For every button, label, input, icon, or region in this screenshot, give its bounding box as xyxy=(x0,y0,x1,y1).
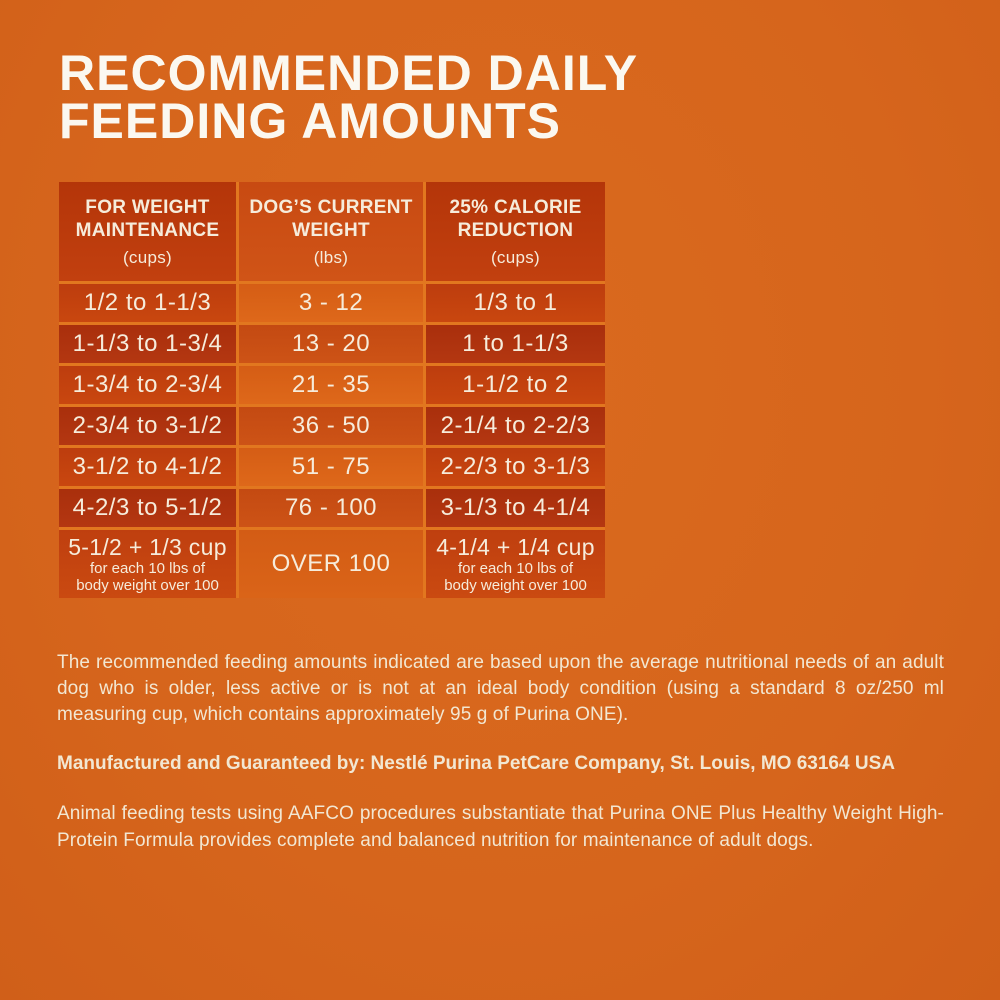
cell-reduction: 2-1/4 to 2-2/3 xyxy=(426,407,605,445)
header-current-weight: DOG’S CURRENT WEIGHT (lbs) xyxy=(239,182,423,281)
header-unit: (lbs) xyxy=(313,247,349,267)
feeding-amounts-table: FOR WEIGHT MAINTENANCE (cups) DOG’S CURR… xyxy=(59,182,605,598)
cell-weight: 13 - 20 xyxy=(239,325,423,363)
cell-reduction: 1-1/2 to 2 xyxy=(426,366,605,404)
table-row: 3-1/2 to 4-1/2 51 - 75 2-2/3 to 3-1/3 xyxy=(59,448,605,486)
cell-weight: 51 - 75 xyxy=(239,448,423,486)
cell-weight: OVER 100 xyxy=(239,530,423,598)
cell-reduction: 1/3 to 1 xyxy=(426,284,605,322)
cell-maintenance: 4-2/3 to 5-1/2 xyxy=(59,489,236,527)
header-unit: (cups) xyxy=(490,247,541,267)
cell-weight: 3 - 12 xyxy=(239,284,423,322)
aafco-statement-paragraph: Animal feeding tests using AAFCO procedu… xyxy=(57,803,944,851)
page-title: RECOMMENDED DAILY FEEDING AMOUNTS xyxy=(59,45,639,149)
header-label: 25% CALORIE REDUCTION xyxy=(449,196,582,241)
table-row: 1-3/4 to 2-3/4 21 - 35 1-1/2 to 2 xyxy=(59,366,605,404)
table-header-row: FOR WEIGHT MAINTENANCE (cups) DOG’S CURR… xyxy=(59,182,605,281)
table-row-over-100: 5-1/2 + 1/3 cup for each 10 lbs of body … xyxy=(59,530,605,598)
table-row: 4-2/3 to 5-1/2 76 - 100 3-1/3 to 4-1/4 xyxy=(59,489,605,527)
header-label: FOR WEIGHT MAINTENANCE xyxy=(75,196,220,241)
cell-weight: 76 - 100 xyxy=(239,489,423,527)
header-weight-maintenance: FOR WEIGHT MAINTENANCE (cups) xyxy=(59,182,236,281)
cell-weight: 36 - 50 xyxy=(239,407,423,445)
table-row: 2-3/4 to 3-1/2 36 - 50 2-1/4 to 2-2/3 xyxy=(59,407,605,445)
cell-maintenance: 2-3/4 to 3-1/2 xyxy=(59,407,236,445)
table-row: 1/2 to 1-1/3 3 - 12 1/3 to 1 xyxy=(59,284,605,322)
header-label: DOG’S CURRENT WEIGHT xyxy=(249,196,413,241)
cell-maintenance: 5-1/2 + 1/3 cup for each 10 lbs of body … xyxy=(59,530,236,598)
cell-maintenance: 1/2 to 1-1/3 xyxy=(59,284,236,322)
table-row: 1-1/3 to 1-3/4 13 - 20 1 to 1-1/3 xyxy=(59,325,605,363)
cell-weight: 21 - 35 xyxy=(239,366,423,404)
cell-maintenance-note: for each 10 lbs of body weight over 100 xyxy=(76,560,219,594)
cell-reduction: 3-1/3 to 4-1/4 xyxy=(426,489,605,527)
header-calorie-reduction: 25% CALORIE REDUCTION (cups) xyxy=(426,182,605,281)
cell-reduction-note: for each 10 lbs of body weight over 100 xyxy=(444,560,587,594)
cell-reduction: 4-1/4 + 1/4 cup for each 10 lbs of body … xyxy=(426,530,605,598)
cell-maintenance-amount: 5-1/2 + 1/3 cup xyxy=(68,534,227,560)
cell-maintenance: 1-1/3 to 1-3/4 xyxy=(59,325,236,363)
cell-maintenance: 1-3/4 to 2-3/4 xyxy=(59,366,236,404)
feeding-note-paragraph: The recommended feeding amounts indicate… xyxy=(57,652,944,725)
header-unit: (cups) xyxy=(122,247,173,267)
cell-reduction-amount: 4-1/4 + 1/4 cup xyxy=(436,534,595,560)
manufacturer-paragraph: Manufactured and Guaranteed by: Nestlé P… xyxy=(57,753,895,774)
cell-reduction: 1 to 1-1/3 xyxy=(426,325,605,363)
cell-reduction: 2-2/3 to 3-1/3 xyxy=(426,448,605,486)
cell-maintenance: 3-1/2 to 4-1/2 xyxy=(59,448,236,486)
